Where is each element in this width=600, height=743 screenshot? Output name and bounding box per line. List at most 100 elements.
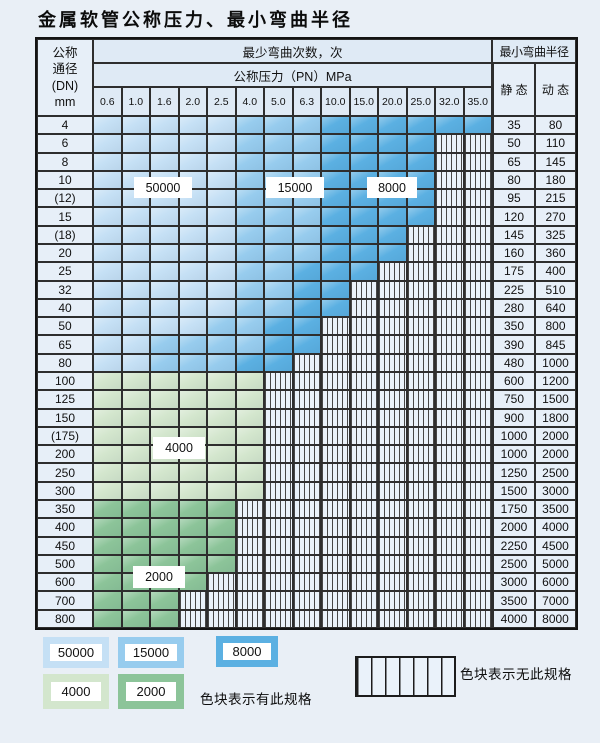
- spec-cell-50000: [178, 225, 207, 244]
- dynamic-radius-value: 1200: [535, 372, 576, 391]
- dynamic-radius-value: 1800: [535, 408, 576, 427]
- spec-cell-2000: [178, 500, 207, 519]
- dynamic-radius-value: 145: [535, 152, 576, 171]
- no-spec-cell: [435, 372, 464, 391]
- no-spec-cell: [435, 426, 464, 446]
- spec-cell-2000: [150, 518, 179, 537]
- spec-cell-15000: [292, 244, 321, 263]
- no-spec-cell: [406, 445, 435, 464]
- spec-cell-15000: [292, 207, 321, 226]
- dn-cell: 25: [37, 262, 93, 281]
- spec-cell-50000: [178, 134, 207, 153]
- spec-cell-4000: [121, 463, 150, 482]
- pressure-header: 公称压力（PN）MPa: [93, 63, 492, 87]
- no-spec-cell: [264, 518, 293, 537]
- no-spec-cell: [349, 390, 378, 409]
- spec-cell-2000: [121, 591, 150, 610]
- no-spec-cell: [463, 244, 492, 263]
- no-spec-cell: [349, 500, 378, 519]
- no-spec-cell: [235, 554, 264, 574]
- no-spec-cell: [264, 445, 293, 464]
- no-spec-cell: [435, 353, 464, 372]
- no-spec-cell: [435, 390, 464, 409]
- dynamic-header: 动 态: [535, 63, 576, 116]
- spec-cell-50000: [178, 262, 207, 281]
- spec-cell-15000: [235, 244, 264, 263]
- spec-cell-50000: [207, 262, 236, 281]
- spec-cell-50000: [93, 134, 122, 153]
- spec-cell-4000: [207, 463, 236, 482]
- static-radius-value: 2500: [492, 554, 535, 574]
- dn-header-line: 通径: [52, 62, 78, 77]
- spec-cell-2000: [150, 500, 179, 519]
- spec-cell-4000: [93, 426, 122, 446]
- dn-cell: (18): [37, 225, 93, 244]
- spec-cell-50000: [207, 280, 236, 299]
- spec-cell-4000: [150, 463, 179, 482]
- spec-cell-4000: [207, 426, 236, 446]
- spec-cell-4000: [178, 463, 207, 482]
- region-label-2000: 2000: [133, 566, 185, 588]
- spec-cell-8000: [321, 280, 350, 299]
- spec-cell-4000: [235, 445, 264, 464]
- spec-cell-8000: [321, 189, 350, 208]
- spec-cell-8000: [378, 134, 407, 153]
- spec-cell-50000: [207, 170, 236, 190]
- dynamic-radius-value: 5000: [535, 554, 576, 574]
- spec-cell-50000: [93, 262, 122, 281]
- spec-cell-4000: [150, 390, 179, 409]
- spec-cell-15000: [292, 116, 321, 135]
- spec-cell-15000: [235, 317, 264, 336]
- no-spec-cell: [435, 335, 464, 354]
- spec-cell-4000: [207, 445, 236, 464]
- dynamic-radius-value: 6000: [535, 573, 576, 592]
- no-spec-cell: [435, 573, 464, 592]
- dn-cell: 500: [37, 554, 93, 574]
- no-spec-cell: [349, 463, 378, 482]
- spec-cell-15000: [235, 170, 264, 190]
- pressure-value-header: 32.0: [435, 87, 464, 116]
- spec-cell-50000: [178, 298, 207, 318]
- static-radius-value: 2000: [492, 518, 535, 537]
- spec-cell-50000: [150, 262, 179, 281]
- dn-cell: 600: [37, 573, 93, 592]
- spec-cell-2000: [93, 500, 122, 519]
- spec-cell-50000: [207, 244, 236, 263]
- no-spec-cell: [378, 426, 407, 446]
- spec-cell-8000: [321, 152, 350, 171]
- spec-cell-50000: [93, 170, 122, 190]
- no-spec-cell: [292, 554, 321, 574]
- spec-cell-2000: [178, 518, 207, 537]
- no-spec-cell: [378, 554, 407, 574]
- dn-cell: (175): [37, 426, 93, 446]
- spec-cell-8000: [321, 244, 350, 263]
- no-spec-cell: [463, 408, 492, 427]
- no-spec-cell: [349, 481, 378, 500]
- spec-cell-50000: [150, 134, 179, 153]
- no-spec-cell: [264, 481, 293, 500]
- dn-cell: 150: [37, 408, 93, 427]
- no-spec-cell: [378, 353, 407, 372]
- static-radius-value: 145: [492, 225, 535, 244]
- no-spec-cell: [292, 481, 321, 500]
- no-spec-cell: [435, 189, 464, 208]
- no-spec-cell: [463, 500, 492, 519]
- spec-cell-8000: [292, 298, 321, 318]
- no-spec-cell: [463, 335, 492, 354]
- dn-header-line: mm: [54, 94, 76, 109]
- spec-cell-50000: [150, 280, 179, 299]
- no-spec-cell: [463, 298, 492, 318]
- no-spec-cell: [378, 481, 407, 500]
- no-spec-cell: [378, 500, 407, 519]
- spec-cell-15000: [235, 207, 264, 226]
- dynamic-radius-value: 110: [535, 134, 576, 153]
- spec-cell-2000: [93, 518, 122, 537]
- spec-cell-8000: [321, 170, 350, 190]
- no-spec-cell: [349, 353, 378, 372]
- spec-cell-50000: [121, 280, 150, 299]
- no-spec-cell: [321, 390, 350, 409]
- no-spec-cell: [463, 170, 492, 190]
- no-spec-cell: [378, 536, 407, 555]
- spec-cell-4000: [150, 372, 179, 391]
- spec-cell-2000: [93, 609, 122, 628]
